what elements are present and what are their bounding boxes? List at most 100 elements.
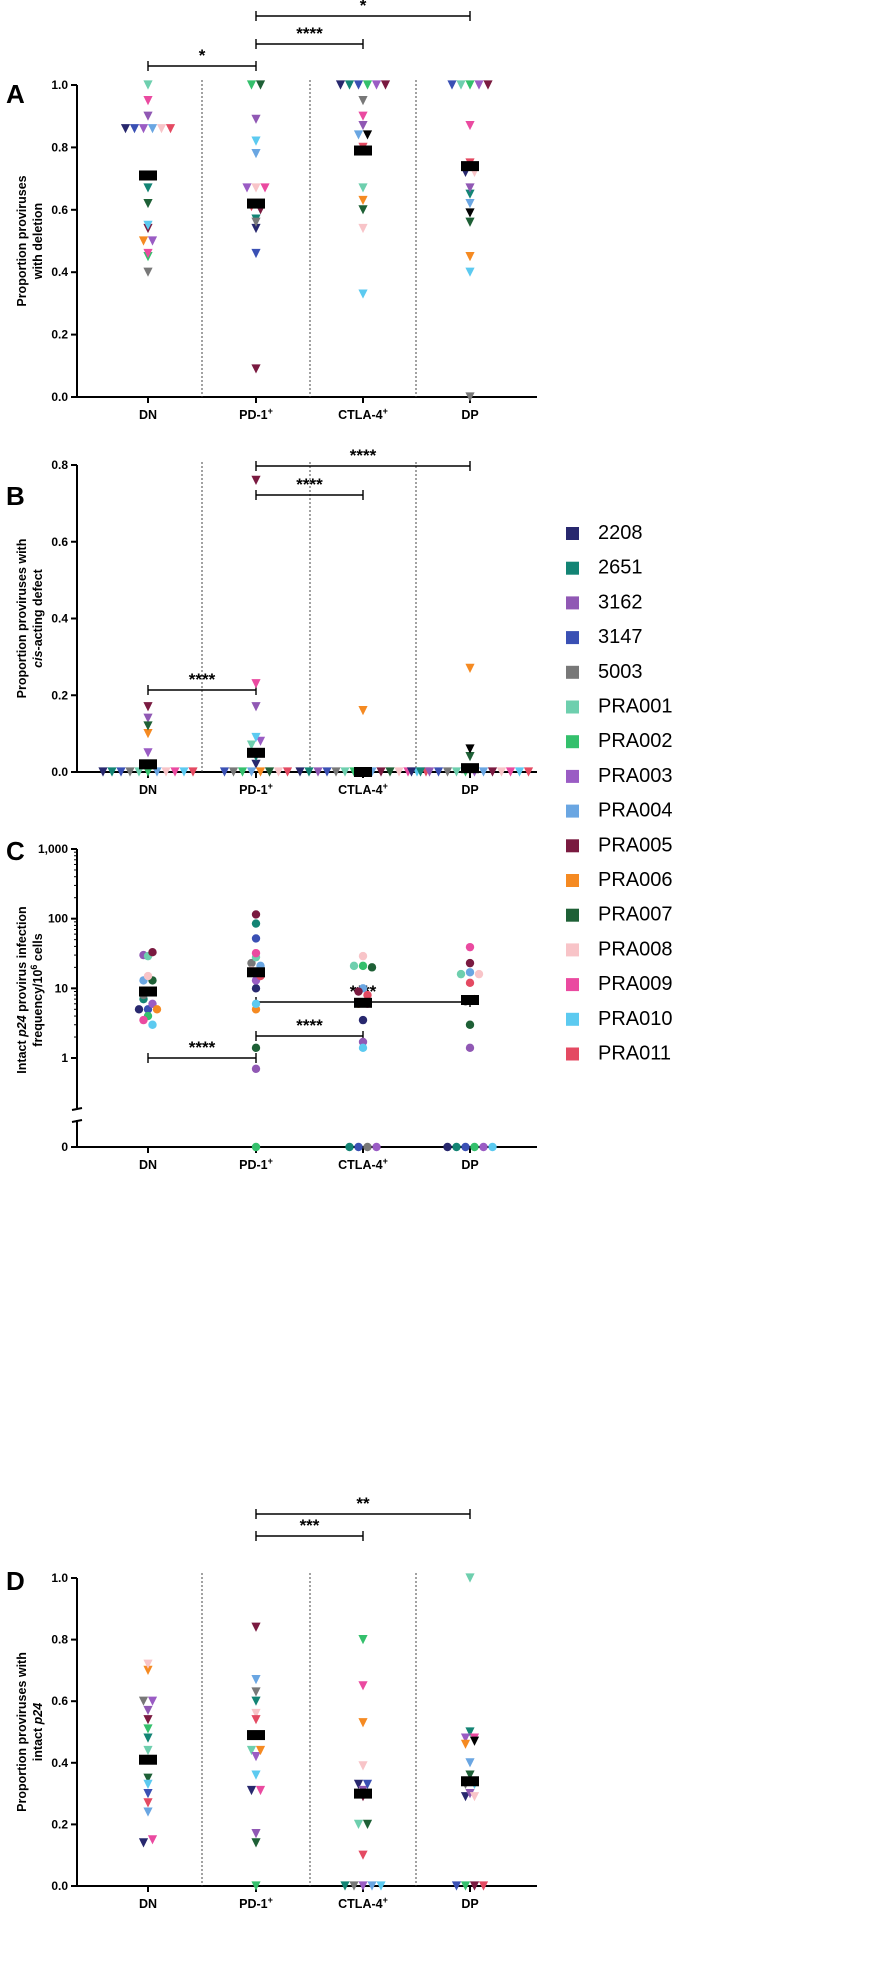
y-tick-label: 0.4 [51, 612, 68, 626]
data-point [358, 195, 368, 206]
data-point [362, 1779, 373, 1789]
median-marker [461, 763, 479, 774]
axis-break-mark [71, 1119, 83, 1123]
legend-swatch [566, 943, 579, 957]
x-category-label: CTLA-4+ [338, 406, 388, 422]
significance-label: *** [300, 1516, 320, 1535]
legend-label: PRA010 [598, 1008, 673, 1030]
data-point [465, 744, 475, 754]
data-point [358, 223, 368, 234]
data-point [143, 111, 153, 121]
data-point [188, 767, 198, 777]
data-point [344, 80, 355, 90]
data-point [331, 767, 341, 777]
x-category-label: DN [139, 408, 157, 422]
y-tick-label: 0.2 [51, 328, 68, 342]
data-point [251, 1675, 261, 1685]
significance-label: ** [356, 1494, 370, 1513]
data-point [143, 267, 153, 277]
data-point [367, 963, 377, 972]
data-point [147, 236, 158, 246]
data-point [251, 910, 261, 919]
data-point [251, 1708, 261, 1719]
data-point [143, 729, 153, 739]
data-point [143, 767, 153, 777]
y-tick-label: 0 [61, 1140, 68, 1154]
data-point [251, 364, 261, 374]
data-point [251, 1829, 261, 1839]
data-point [354, 1142, 363, 1152]
significance-label: * [199, 46, 206, 65]
data-point [170, 767, 180, 777]
data-point [354, 987, 363, 996]
data-point [358, 289, 368, 299]
data-point [514, 767, 525, 777]
data-point [362, 1819, 373, 1829]
data-point [152, 1005, 162, 1014]
data-point [251, 679, 261, 689]
median-marker [139, 759, 157, 770]
data-point [465, 942, 475, 952]
data-point [460, 1881, 471, 1891]
data-point [349, 1881, 359, 1891]
data-point [487, 767, 498, 777]
data-point [362, 130, 373, 140]
data-point [465, 189, 475, 199]
data-point [251, 948, 261, 958]
x-category-label: PD-1+ [239, 781, 273, 797]
data-point [143, 1798, 153, 1808]
data-point [465, 752, 475, 762]
y-axis-label: Proportion proviruses with [15, 539, 29, 699]
data-point [143, 183, 153, 193]
data-point [116, 767, 126, 777]
data-point [322, 767, 332, 777]
data-point [246, 767, 257, 777]
median-marker [139, 170, 157, 181]
y-tick-label: 0.6 [51, 535, 68, 549]
data-point [134, 1005, 144, 1014]
data-point [148, 1020, 157, 1029]
data-point [143, 1807, 153, 1817]
legend-swatch [566, 874, 579, 887]
data-point [246, 80, 257, 90]
data-point [251, 1715, 261, 1725]
legend-label: PRA001 [598, 696, 673, 718]
median-marker [354, 997, 372, 1008]
data-point [470, 1142, 479, 1152]
data-point [483, 80, 493, 90]
median-marker [354, 1788, 372, 1799]
data-point [465, 958, 475, 968]
data-point [260, 183, 270, 193]
data-point [465, 183, 475, 193]
data-point [143, 1745, 153, 1756]
data-point [465, 663, 475, 673]
panel-letter-d: D [6, 1566, 25, 1596]
legend-label: PRA002 [598, 730, 673, 752]
legend-swatch [566, 839, 579, 853]
legend-label: 5003 [598, 661, 643, 683]
y-tick-label: 10 [55, 981, 69, 995]
data-point [465, 217, 475, 227]
data-point [358, 183, 368, 193]
data-point [358, 120, 368, 131]
data-point [251, 217, 261, 227]
y-tick-label: 0.4 [51, 1756, 68, 1770]
data-point [363, 990, 372, 1000]
legend-label: 2651 [598, 557, 643, 579]
data-point [156, 124, 167, 134]
data-point [139, 1015, 148, 1025]
data-point [251, 732, 261, 743]
data-point [465, 120, 475, 131]
data-point [246, 740, 257, 750]
y-axis-label: intact p24 [31, 1703, 45, 1761]
data-point [143, 220, 153, 230]
data-point [273, 767, 284, 777]
y-tick-label: 0.0 [51, 1879, 68, 1893]
data-point [376, 1881, 386, 1891]
data-point [264, 767, 275, 777]
data-point [353, 80, 364, 90]
axis-break-mark [71, 1107, 83, 1111]
significance-label: **** [296, 475, 323, 494]
data-point [251, 1838, 261, 1848]
data-point [353, 1779, 364, 1789]
